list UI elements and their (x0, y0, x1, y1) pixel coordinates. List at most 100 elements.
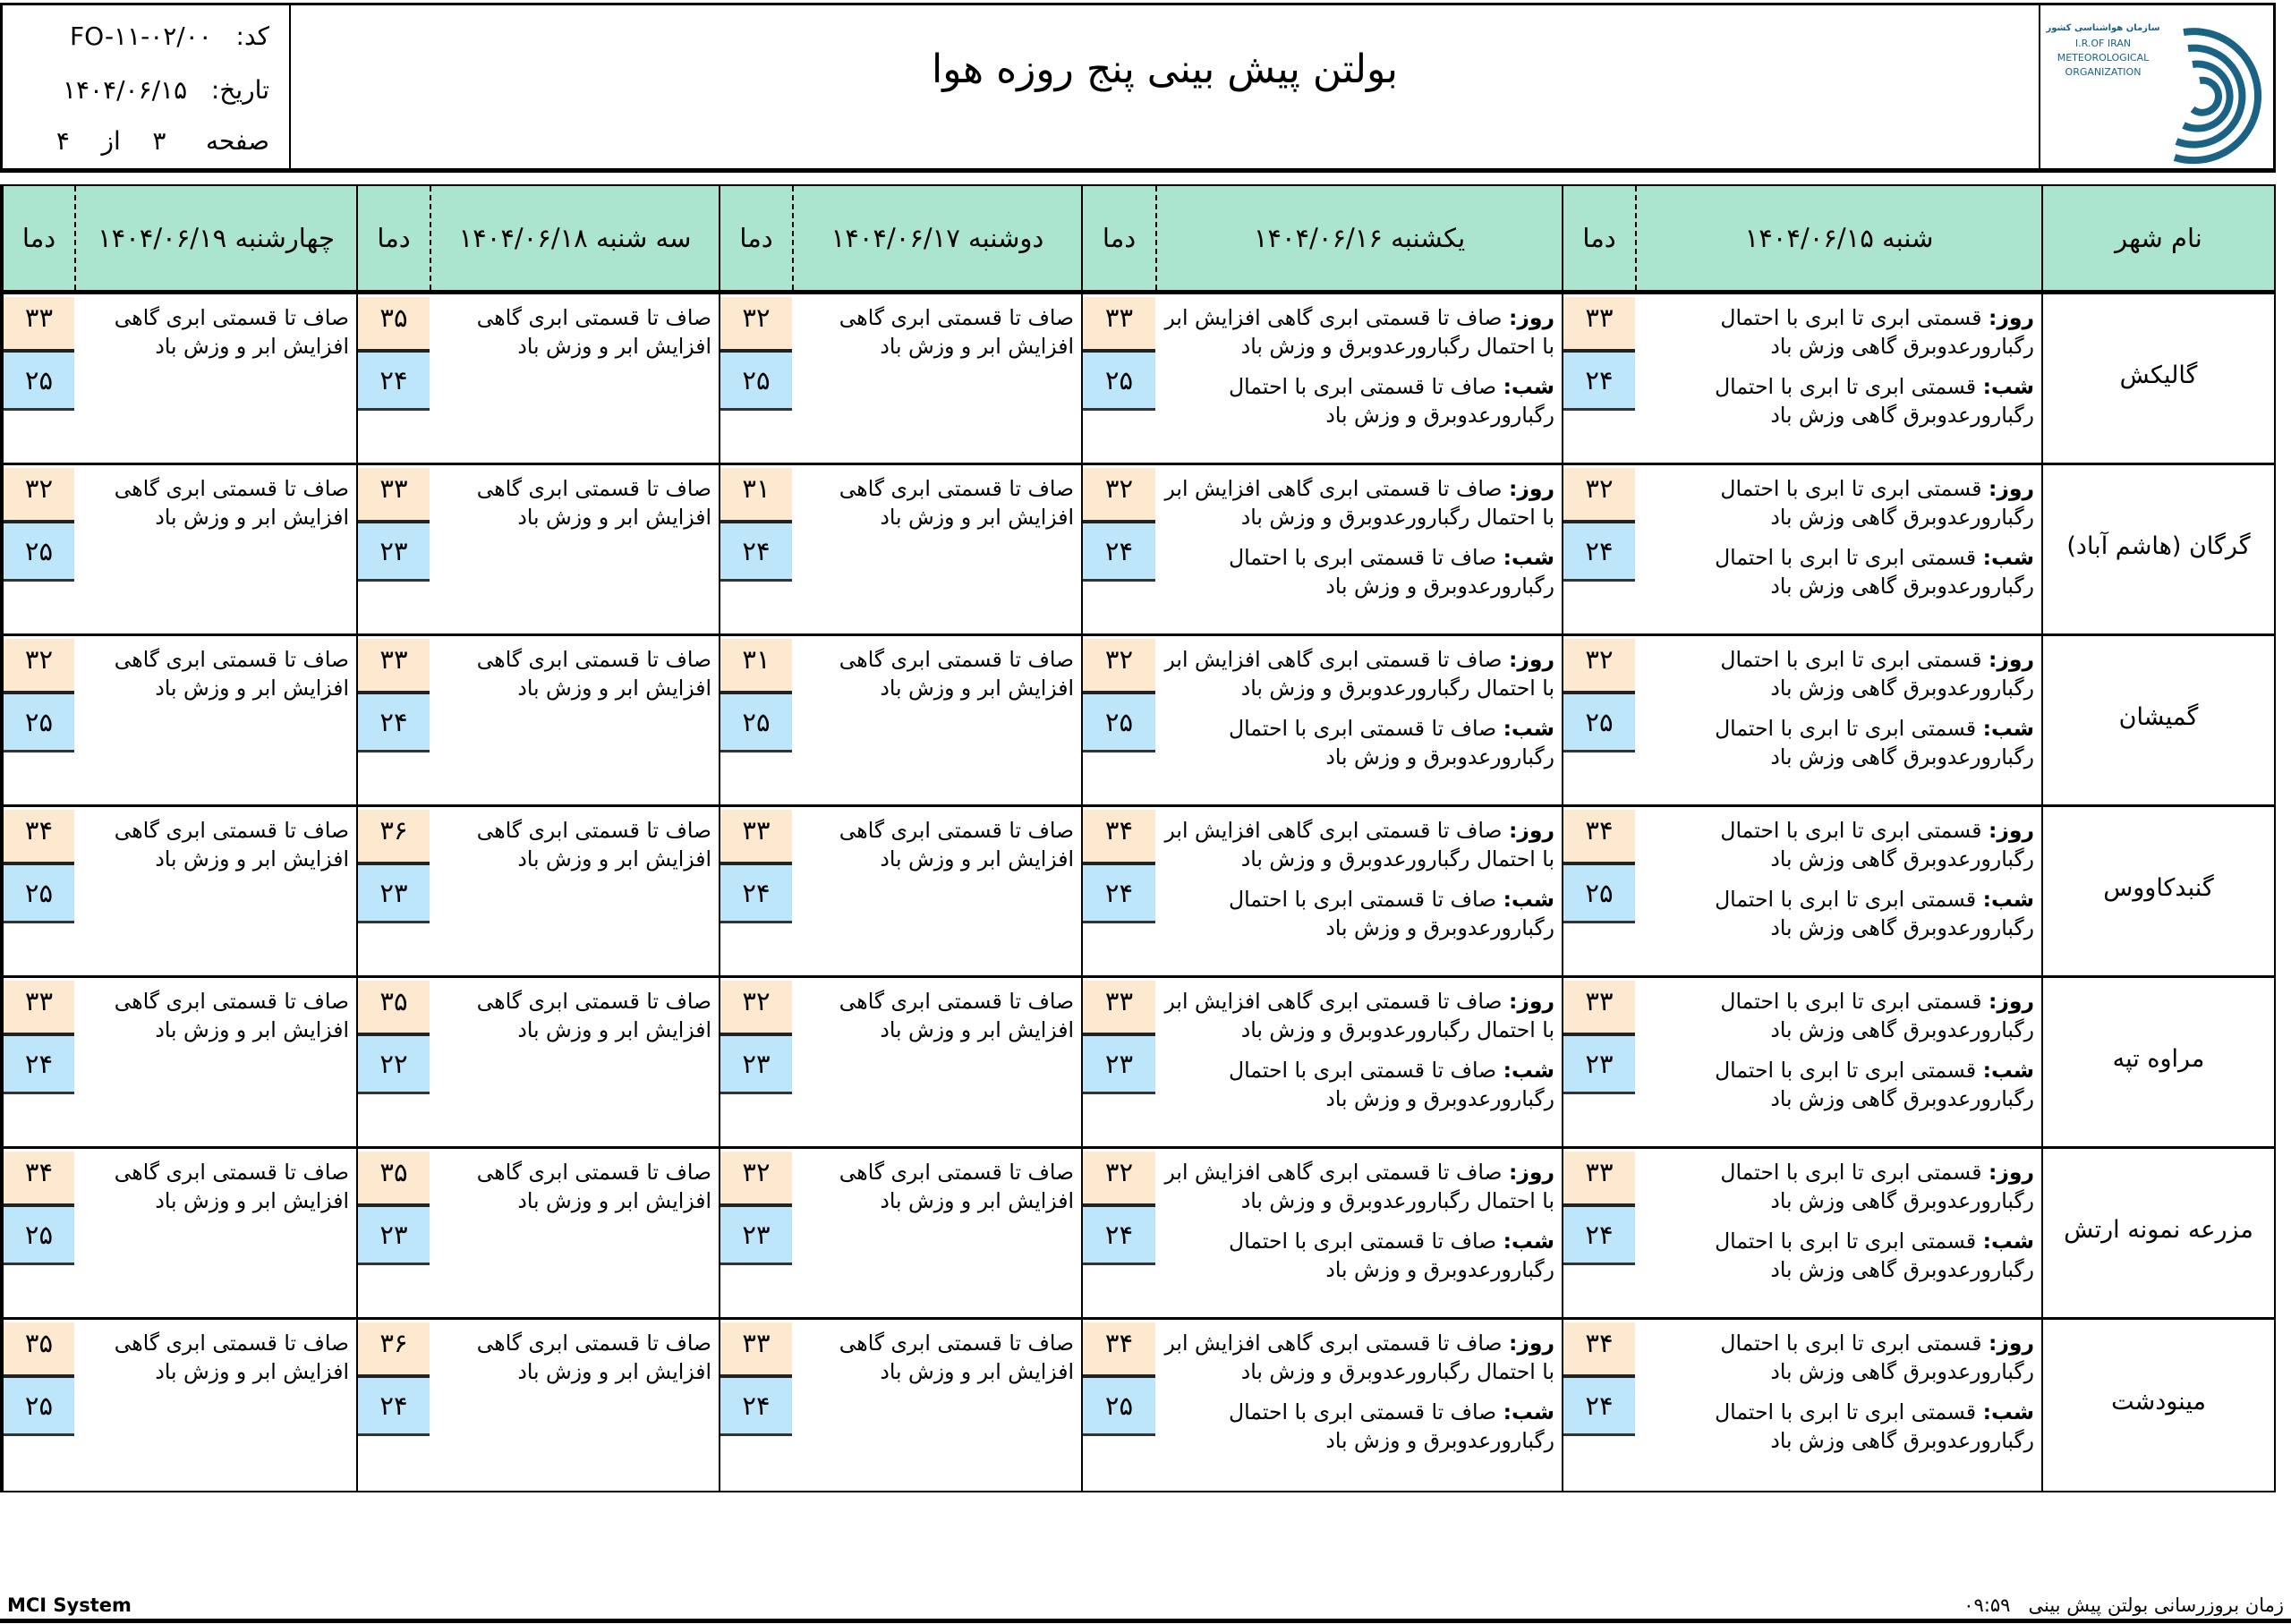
temperature-cell: ۳۶ ۲۳ (356, 807, 430, 975)
max-temp: ۳۳ (1563, 1152, 1635, 1207)
day-label: روز: (1508, 476, 1554, 501)
day-forecast: روز: قسمتی ابری تا ابری با احتمال رگبارو… (1640, 645, 2034, 702)
night-forecast: شب: قسمتی ابری تا ابری با احتمال رگبارور… (1640, 714, 2034, 771)
night-description: قسمتی ابری تا ابری با احتمال رگبارورعدوب… (1715, 545, 2034, 599)
day-forecast: روز: صاف تا قسمتی ابری گاهی افزایش ابر ب… (1161, 1158, 1554, 1215)
temperature-cell: ۳۳ ۲۳ (356, 465, 430, 633)
day-label: روز: (1988, 1331, 2034, 1356)
night-description: صاف تا قسمتی ابری با احتمال رگبارورعدوبر… (1229, 1058, 1554, 1111)
footer: MCI System زمان بروزرسانی بولتن پیش بینی… (0, 1593, 2291, 1623)
city-name: گمیشان (2041, 636, 2274, 804)
max-temp: ۳۵ (358, 981, 430, 1036)
forecast-text: صاف تا قسمتی ابری گاهی افزایش ابر و وزش … (74, 465, 356, 633)
min-temp: ۲۵ (4, 865, 74, 923)
header-day: یکشنبه ۱۴۰۴/۰۶/۱۶ (1155, 186, 1562, 290)
max-temp: ۳۳ (1083, 981, 1155, 1036)
night-description: صاف تا قسمتی ابری با احتمال رگبارورعدوبر… (1229, 716, 1554, 769)
day-description: قسمتی ابری تا ابری با احتمال رگبارورعدوب… (1720, 476, 2034, 530)
bulletin-header: کد: FO-۱۱-۰۲/۰۰ تاریخ: ۱۴۰۴/۰۶/۱۵ صفحه ۳… (0, 3, 2276, 173)
svg-text:ORGANIZATION: ORGANIZATION (2065, 66, 2142, 78)
night-description: قسمتی ابری تا ابری با احتمال رگبارورعدوب… (1715, 1399, 2034, 1453)
night-forecast: شب: صاف تا قسمتی ابری با احتمال رگبارورع… (1161, 885, 1554, 942)
header-day: سه شنبه ۱۴۰۴/۰۶/۱۸ (430, 186, 719, 290)
max-temp: ۳۳ (720, 1322, 792, 1378)
temperature-cell: ۳۲ ۲۳ (719, 978, 792, 1146)
table-row: گمیشان روز: قسمتی ابری تا ابری با احتمال … (2, 636, 2274, 807)
max-temp: ۳۳ (4, 297, 74, 353)
temperature-cell: ۳۱ ۲۵ (719, 636, 792, 804)
day-forecast: روز: قسمتی ابری تا ابری با احتمال رگبارو… (1640, 474, 2034, 531)
max-temp: ۳۴ (1563, 1322, 1635, 1378)
forecast-text: صاف تا قسمتی ابری گاهی افزایش ابر و وزش … (792, 807, 1081, 975)
forecast-text: صاف تا قسمتی ابری گاهی افزایش ابر و وزش … (792, 1320, 1081, 1491)
forecast-text: صاف تا قسمتی ابری گاهی افزایش ابر و وزش … (74, 807, 356, 975)
header-day: دوشنبه ۱۴۰۴/۰۶/۱۷ (792, 186, 1081, 290)
night-description: قسمتی ابری تا ابری با احتمال رگبارورعدوب… (1715, 1058, 2034, 1111)
day-description: صاف تا قسمتی ابری گاهی افزایش ابر با احت… (1164, 1331, 1554, 1384)
document-info: کد: FO-۱۱-۰۲/۰۰ تاریخ: ۱۴۰۴/۰۶/۱۵ صفحه ۳… (3, 5, 291, 168)
temperature-cell: ۳۲ ۲۵ (2, 636, 74, 804)
temperature-cell: ۳۴ ۲۵ (1562, 807, 1635, 975)
forecast-description: صاف تا قسمتی ابری گاهی افزایش ابر و وزش … (476, 305, 711, 359)
day-description: قسمتی ابری تا ابری با احتمال رگبارورعدوب… (1720, 647, 2034, 701)
temperature-cell: ۳۵ ۲۲ (356, 978, 430, 1146)
min-temp: ۲۴ (1083, 1207, 1155, 1265)
city-name: مراوه تپه (2041, 978, 2274, 1146)
min-temp: ۲۵ (4, 353, 74, 411)
max-temp: ۳۳ (358, 639, 430, 694)
table-row: مینودشت روز: قسمتی ابری تا ابری با احتمال… (2, 1320, 2274, 1491)
day-label: روز: (1508, 989, 1554, 1014)
forecast-text: صاف تا قسمتی ابری گاهی افزایش ابر و وزش … (792, 636, 1081, 804)
night-label: شب: (1503, 716, 1554, 741)
day-description: صاف تا قسمتی ابری گاهی افزایش ابر با احت… (1164, 305, 1554, 359)
day-description: قسمتی ابری تا ابری با احتمال رگبارورعدوب… (1720, 818, 2034, 872)
svg-text:METEOROLOGICAL: METEOROLOGICAL (2057, 52, 2150, 64)
forecast-text: صاف تا قسمتی ابری گاهی افزایش ابر و وزش … (430, 978, 719, 1146)
temperature-cell: ۳۵ ۲۳ (356, 1149, 430, 1317)
forecast-text: صاف تا قسمتی ابری گاهی افزایش ابر و وزش … (74, 1320, 356, 1491)
code-line: کد: FO-۱۱-۰۲/۰۰ (70, 21, 269, 51)
min-temp: ۲۴ (358, 694, 430, 752)
max-temp: ۳۴ (1563, 810, 1635, 865)
system-name: MCI System (7, 1594, 132, 1616)
forecast-text: صاف تا قسمتی ابری گاهی افزایش ابر و وزش … (74, 1149, 356, 1317)
min-temp: ۲۵ (1083, 694, 1155, 752)
max-temp: ۳۵ (358, 1152, 430, 1207)
header-temp: دما (1562, 186, 1635, 290)
forecast-description: صاف تا قسمتی ابری گاهی افزایش ابر و وزش … (114, 818, 349, 872)
header-city: نام شهر (2041, 186, 2274, 290)
max-temp: ۳۳ (1563, 981, 1635, 1036)
temperature-cell: ۳۳ ۲۴ (2, 978, 74, 1146)
temperature-cell: ۳۳ ۲۴ (1562, 294, 1635, 463)
forecast-description: صاف تا قسمتی ابری گاهی افزایش ابر و وزش … (114, 305, 349, 359)
max-temp: ۳۶ (358, 810, 430, 865)
min-temp: ۲۵ (1083, 1378, 1155, 1436)
min-temp: ۲۵ (720, 694, 792, 752)
forecast-text: صاف تا قسمتی ابری گاهی افزایش ابر و وزش … (74, 978, 356, 1146)
day-label: روز: (1988, 989, 2034, 1014)
city-name: گنبدکاووس (2041, 807, 2274, 975)
day-label: روز: (1988, 305, 2034, 330)
max-temp: ۳۴ (4, 810, 74, 865)
temperature-cell: ۳۳ ۲۳ (1081, 978, 1155, 1146)
forecast-description: صاف تا قسمتی ابری گاهی افزایش ابر و وزش … (114, 1331, 349, 1384)
max-temp: ۳۱ (720, 639, 792, 694)
forecast-description: صاف تا قسمتی ابری گاهی افزایش ابر و وزش … (839, 1331, 1074, 1384)
temperature-cell: ۳۳ ۲۳ (1562, 978, 1635, 1146)
day-description: صاف تا قسمتی ابری گاهی افزایش ابر با احت… (1164, 989, 1554, 1042)
min-temp: ۲۳ (358, 865, 430, 923)
day-description: صاف تا قسمتی ابری گاهی افزایش ابر با احت… (1164, 476, 1554, 530)
temperature-cell: ۳۵ ۲۵ (2, 1320, 74, 1491)
forecast-text: صاف تا قسمتی ابری گاهی افزایش ابر و وزش … (430, 1320, 719, 1491)
forecast-text: صاف تا قسمتی ابری گاهی افزایش ابر و وزش … (430, 465, 719, 633)
max-temp: ۳۲ (1563, 639, 1635, 694)
forecast-text: روز: قسمتی ابری تا ابری با احتمال رگبارو… (1635, 636, 2041, 804)
header-day: چهارشنبه ۱۴۰۴/۰۶/۱۹ (74, 186, 356, 290)
min-temp: ۲۴ (1563, 1378, 1635, 1436)
forecast-text: روز: قسمتی ابری تا ابری با احتمال رگبارو… (1635, 1320, 2041, 1491)
min-temp: ۲۵ (4, 1378, 74, 1436)
day-description: قسمتی ابری تا ابری با احتمال رگبارورعدوب… (1720, 305, 2034, 359)
city-name: مزرعه نمونه ارتش (2041, 1149, 2274, 1317)
city-name: گالیکش (2041, 294, 2274, 463)
code-value: FO-۱۱-۰۲/۰۰ (70, 21, 212, 51)
